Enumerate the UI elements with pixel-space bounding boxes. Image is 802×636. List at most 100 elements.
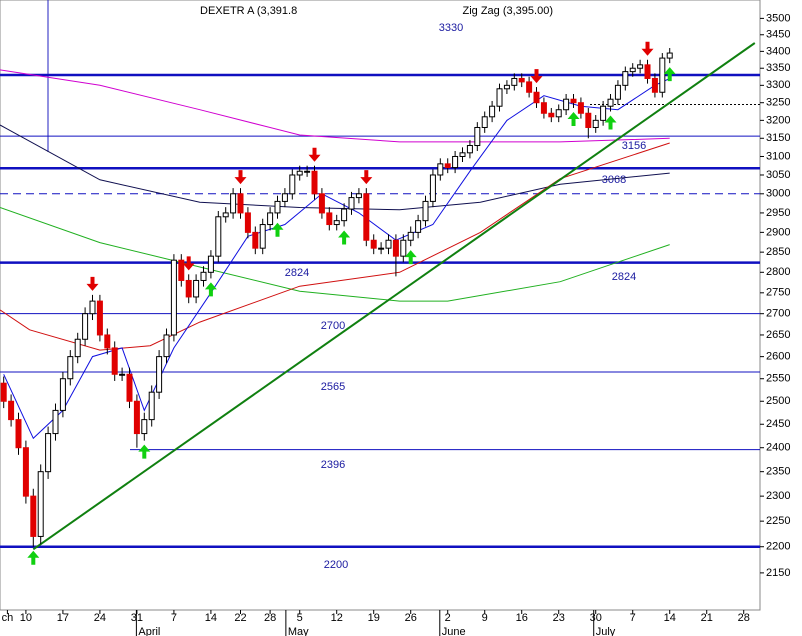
y-tick-label: 2450	[766, 418, 790, 430]
y-tick-label: 2150	[766, 567, 790, 579]
candle-body	[200, 271, 207, 281]
candle-body	[281, 193, 288, 202]
x-tick-label: 30	[590, 612, 602, 624]
candle-body	[8, 400, 15, 421]
candle-body	[267, 212, 274, 226]
sell-arrow	[182, 256, 195, 271]
candle-body	[104, 334, 111, 349]
candle-body	[244, 212, 251, 233]
sell-arrow	[308, 147, 321, 162]
candle-body	[452, 155, 459, 169]
candle-body	[363, 193, 370, 241]
x-tick-label: 14	[205, 612, 217, 624]
candle-body	[503, 84, 510, 90]
candle-body	[378, 247, 385, 250]
y-tick-label: 2300	[766, 490, 790, 502]
month-label: May	[288, 626, 309, 636]
month-label: July	[596, 626, 616, 636]
y-tick-label: 2200	[766, 541, 790, 553]
candle-body	[259, 224, 266, 249]
candle-body	[348, 197, 355, 210]
candle-body	[592, 119, 599, 128]
y-tick-label: 2900	[766, 226, 790, 238]
sell-arrow	[234, 170, 247, 185]
x-tick-label: 10	[20, 612, 32, 624]
candle-body	[644, 64, 651, 79]
candle-body	[185, 279, 192, 298]
candle-body	[82, 313, 89, 340]
level-label: 2565	[321, 381, 345, 393]
y-tick-label: 2500	[766, 395, 790, 407]
candle-body	[178, 259, 185, 281]
moving-average	[0, 207, 670, 302]
level-label: 2700	[321, 320, 345, 332]
y-tick-label: 3500	[766, 12, 790, 24]
y-tick-label: 2750	[766, 287, 790, 299]
x-tick-label: 19	[368, 612, 380, 624]
y-tick-label: 2350	[766, 466, 790, 478]
y-tick-label: 2700	[766, 308, 790, 320]
y-tick-label: 3400	[766, 45, 790, 57]
candle-body	[111, 347, 118, 375]
candle-body	[74, 338, 81, 358]
candle-body	[637, 64, 644, 69]
candle-body	[326, 212, 333, 226]
candle-body	[163, 334, 170, 358]
candle-body	[533, 91, 540, 104]
candle-body	[333, 220, 340, 226]
level-label: 3068	[602, 174, 626, 186]
y-tick-label: 3000	[766, 188, 790, 200]
candle-body	[274, 200, 281, 214]
buy-arrow	[604, 115, 617, 130]
x-tick-label: 31	[131, 612, 143, 624]
candle-body	[385, 239, 392, 249]
candle-body	[407, 231, 414, 241]
candle-body	[614, 84, 621, 100]
candle-body	[126, 373, 133, 402]
candle-body	[511, 77, 518, 86]
candle-body	[607, 98, 614, 107]
candle-body	[52, 409, 59, 435]
candle-body	[170, 259, 177, 336]
x-tick-label: ch	[2, 612, 14, 624]
candle-body	[437, 163, 444, 176]
level-label: 2396	[321, 459, 345, 471]
sell-arrow	[641, 41, 654, 56]
y-tick-label: 2250	[766, 515, 790, 527]
y-tick-label: 3200	[766, 114, 790, 126]
candle-body	[37, 471, 44, 537]
candle-body	[392, 239, 399, 257]
y-tick-label: 2400	[766, 442, 790, 454]
y-tick-label: 2600	[766, 351, 790, 363]
candle-body	[156, 356, 163, 393]
candle-body	[89, 300, 96, 315]
x-tick-label: 28	[738, 612, 750, 624]
candle-body	[422, 200, 429, 222]
candle-body	[481, 116, 488, 128]
y-tick-label: 2850	[766, 246, 790, 258]
candle-body	[30, 495, 37, 537]
sell-arrow	[530, 69, 543, 84]
candle-body	[577, 102, 584, 114]
candle-body	[548, 112, 555, 118]
candle-body	[459, 152, 466, 157]
candle-body	[193, 279, 200, 298]
x-tick-label: 14	[664, 612, 676, 624]
candle-body	[59, 378, 66, 411]
buy-arrow	[204, 282, 217, 297]
y-tick-label: 3450	[766, 29, 790, 41]
candle-body	[296, 170, 303, 176]
candle-body	[651, 77, 658, 93]
x-tick-label: 12	[331, 612, 343, 624]
moving-average	[0, 69, 670, 143]
x-tick-label: 26	[405, 612, 417, 624]
candle-body	[148, 391, 155, 421]
candle-body	[622, 71, 629, 86]
candle-body	[22, 447, 29, 497]
candle-body	[400, 239, 407, 257]
candle-body	[67, 356, 74, 380]
buy-arrow	[567, 111, 580, 126]
candle-body	[659, 57, 666, 93]
candle-body	[666, 52, 673, 59]
candle-body	[585, 112, 592, 128]
